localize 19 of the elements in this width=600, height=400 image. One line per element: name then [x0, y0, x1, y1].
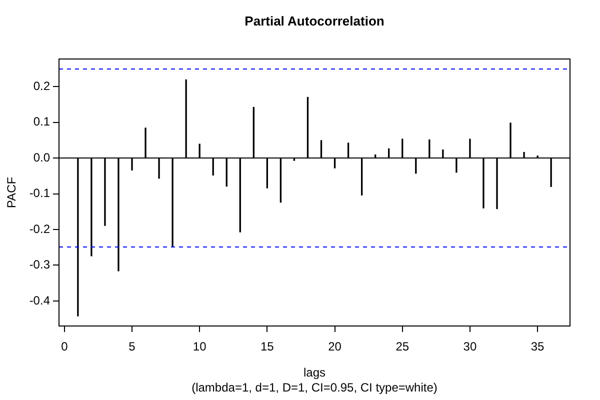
x-tick-label: 25 — [396, 340, 410, 354]
y-tick-label: 0.2 — [33, 78, 50, 93]
chart-title: Partial Autocorrelation — [244, 14, 384, 29]
x-tick-label: 15 — [260, 340, 274, 354]
x-tick-label: 30 — [463, 340, 477, 354]
y-tick-label: -0.1 — [29, 186, 50, 200]
x-tick-label: 35 — [530, 340, 545, 354]
x-tick-label: 0 — [61, 340, 68, 354]
y-tick-label: 0.0 — [33, 150, 50, 164]
x-tick-label: 5 — [128, 340, 136, 354]
y-tick-label: -0.4 — [29, 293, 50, 308]
y-axis-title: PACF — [4, 176, 18, 208]
text: (lambda=1, d=1, D=1, CI=0.95, CI type=white) — [192, 380, 438, 394]
y-tick-label: -0.2 — [29, 222, 50, 236]
x-tick-label: 20 — [328, 340, 342, 354]
x-tick-label: 10 — [192, 340, 207, 354]
y-tick-label: 0.1 — [33, 114, 50, 129]
x-axis-title: lags — [303, 365, 326, 380]
y-tick-label: -0.3 — [29, 258, 50, 272]
